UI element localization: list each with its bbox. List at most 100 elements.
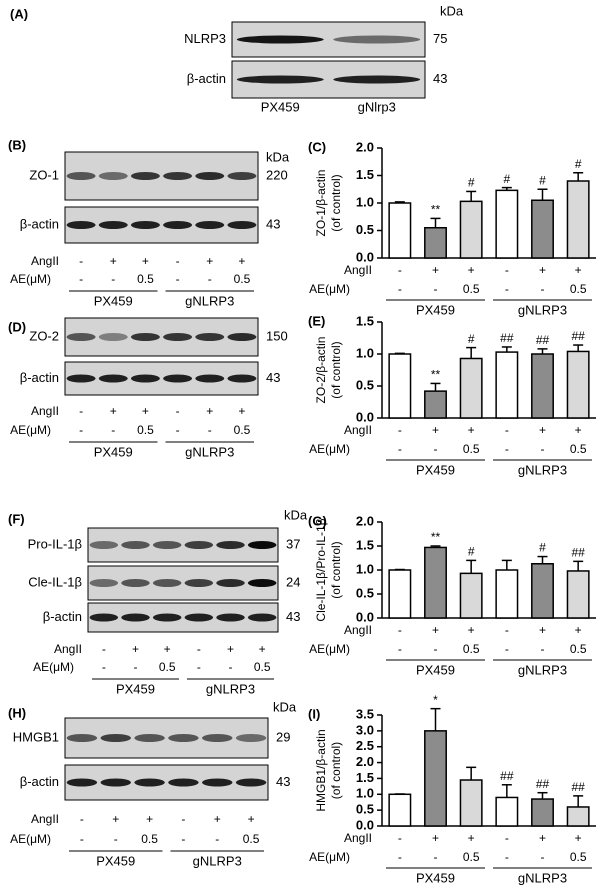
blot-band <box>216 579 245 587</box>
condition-label: AE(μM) <box>33 660 74 674</box>
blot-band <box>66 374 96 383</box>
size-label: 24 <box>286 574 300 589</box>
condition-value: - <box>505 623 509 637</box>
condition-value: - <box>505 850 509 864</box>
condition-value: 0.5 <box>141 832 158 846</box>
condition-value: + <box>432 623 439 637</box>
blot-band <box>227 333 257 341</box>
condition-value: - <box>505 423 509 437</box>
bar <box>566 570 590 619</box>
blot-band <box>130 221 160 229</box>
group-label: PX459 <box>96 853 135 868</box>
condition-label: AE(μM) <box>10 832 51 846</box>
row-name: HMGB1 <box>13 729 59 744</box>
size-label: 43 <box>286 609 300 624</box>
y-tick-label: 1.0 <box>356 561 374 576</box>
blot-band <box>134 734 165 742</box>
condition-value: + <box>575 831 582 845</box>
condition-value: - <box>111 423 115 437</box>
condition-value: - <box>541 282 545 296</box>
lane-label: PX459 <box>261 99 300 114</box>
y-tick-label: 0.5 <box>356 222 374 237</box>
blot-band <box>202 778 233 787</box>
blot-band <box>98 374 128 383</box>
condition-value: + <box>110 404 117 418</box>
blot-strip <box>87 565 279 601</box>
row-name: β-actin <box>187 71 226 86</box>
condition-value: 0.5 <box>137 423 154 437</box>
panel-label: (F) <box>8 511 25 526</box>
panel-label: (C) <box>308 139 326 154</box>
condition-value: - <box>505 442 509 456</box>
condition-value: 0.5 <box>570 442 587 456</box>
condition-value: 0.5 <box>254 660 271 674</box>
row-name: β-actin <box>43 609 82 624</box>
blot-band <box>152 613 182 622</box>
blot-band <box>216 613 245 622</box>
condition-label: AE(μM) <box>10 423 51 437</box>
blot-band <box>98 221 128 229</box>
condition-label: AngII <box>344 623 372 637</box>
condition-value: - <box>398 850 402 864</box>
bar <box>531 798 554 827</box>
panel-label: (D) <box>8 319 26 334</box>
blot-band <box>195 172 225 180</box>
condition-label: AngII <box>54 642 82 656</box>
condition-value: + <box>539 831 546 845</box>
bar <box>495 569 519 619</box>
size-label: 43 <box>266 216 280 231</box>
condition-value: + <box>214 812 221 826</box>
blot-band <box>168 734 199 742</box>
blot-band <box>247 613 277 622</box>
condition-value: - <box>541 850 545 864</box>
condition-value: 0.5 <box>463 442 480 456</box>
blot-band <box>247 579 277 587</box>
blot-band <box>121 541 150 549</box>
condition-value: - <box>114 832 118 846</box>
condition-value: + <box>468 263 475 277</box>
condition-value: - <box>434 442 438 456</box>
condition-value: - <box>434 282 438 296</box>
significance: ** <box>431 203 441 217</box>
y-axis-label: HMGB1/β-actin <box>314 729 328 811</box>
bar <box>424 390 447 419</box>
y-axis-label: (of control) <box>329 541 343 598</box>
significance: # <box>468 545 475 559</box>
y-tick-label: 0.5 <box>356 802 374 817</box>
row-name: NLRP3 <box>184 31 226 46</box>
panel-label: (I) <box>308 706 320 721</box>
condition-value: - <box>215 832 219 846</box>
condition-value: 0.5 <box>463 850 480 864</box>
bar <box>459 200 483 259</box>
condition-value: + <box>432 423 439 437</box>
condition-value: - <box>79 254 83 268</box>
condition-value: - <box>434 850 438 864</box>
bar <box>531 353 554 419</box>
blot-band <box>130 333 160 341</box>
panel-label: (G) <box>308 513 327 528</box>
row-name: ZO-2 <box>29 328 59 343</box>
condition-value: - <box>80 832 84 846</box>
condition-value: + <box>432 263 439 277</box>
condition-label: AE(μM) <box>309 850 350 864</box>
condition-value: + <box>146 812 153 826</box>
blot-band <box>130 374 160 383</box>
blot-band <box>235 778 267 787</box>
blot-band <box>66 778 98 787</box>
condition-value: + <box>468 423 475 437</box>
condition-value: - <box>398 831 402 845</box>
condition-value: - <box>79 404 83 418</box>
condition-value: - <box>197 660 201 674</box>
blot-band <box>168 778 199 787</box>
group-label: gNLRP3 <box>206 681 255 696</box>
bar <box>566 180 590 259</box>
condition-value: 0.5 <box>137 272 154 286</box>
row-name: β-actin <box>20 216 59 231</box>
significance: * <box>433 693 438 707</box>
condition-value: + <box>142 404 149 418</box>
bar <box>424 227 447 259</box>
y-tick-label: 1.5 <box>356 313 374 328</box>
bar <box>459 572 483 619</box>
condition-value: - <box>398 263 402 277</box>
y-axis-label: ZO-1/β-actin <box>314 170 328 237</box>
